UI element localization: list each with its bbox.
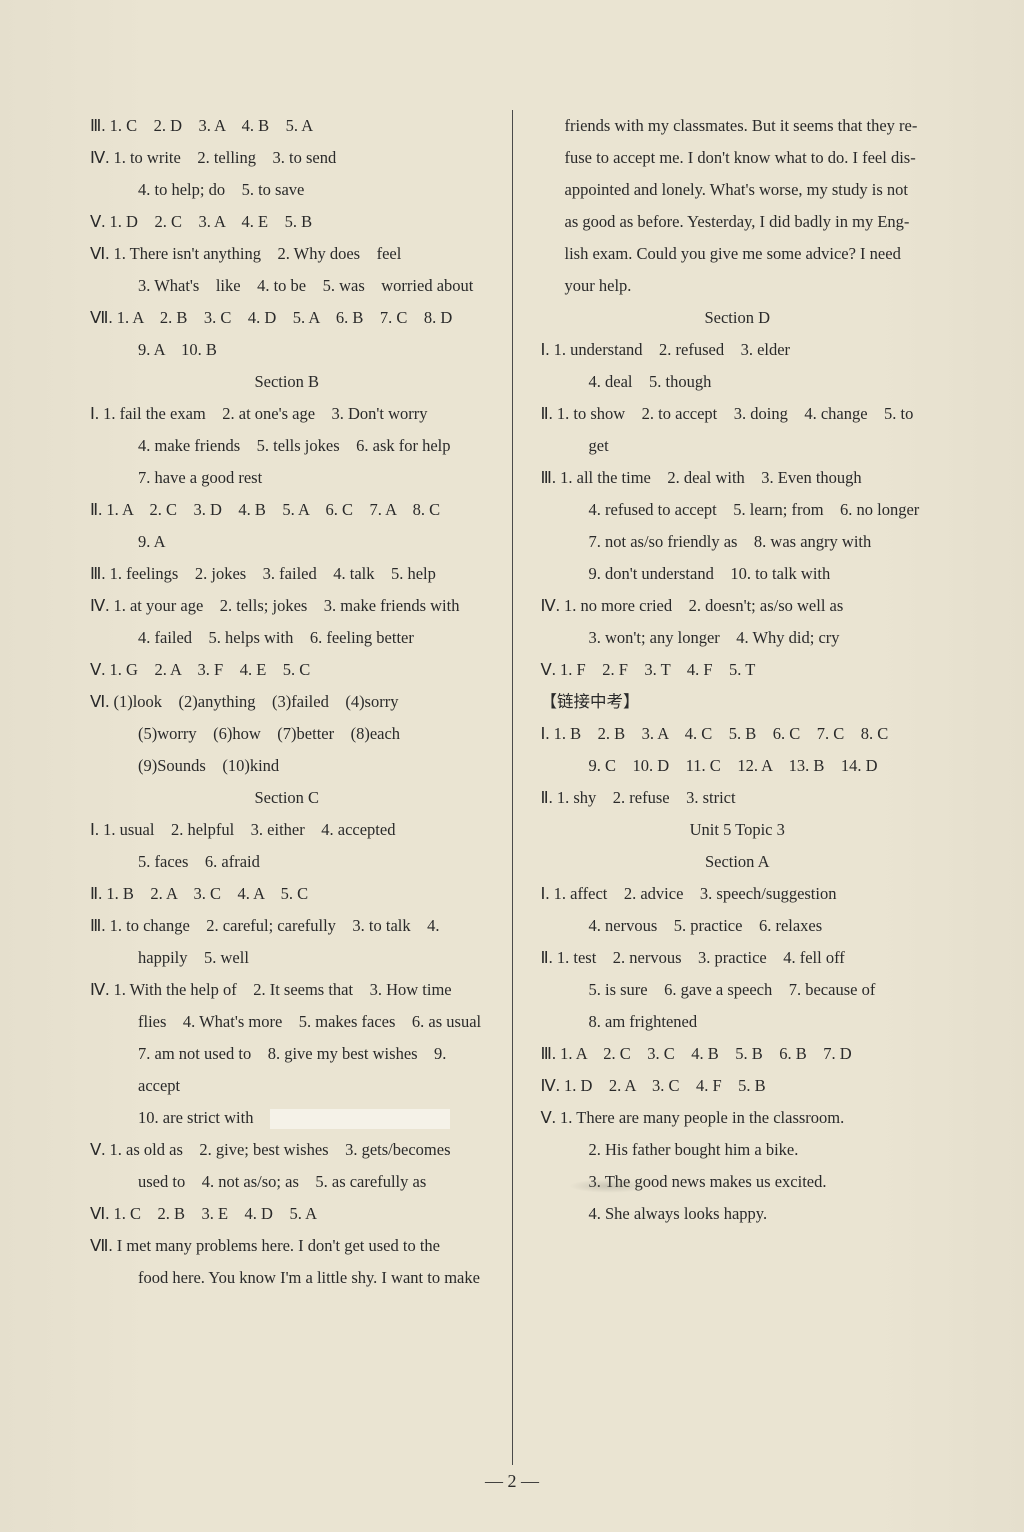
- columns: Ⅲ. 1. C 2. D 3. A 4. B 5. AⅣ. 1. to writ…: [90, 110, 934, 1465]
- text-line: flies 4. What's more 5. makes faces 6. a…: [90, 1006, 484, 1038]
- text-line: Ⅰ. 1. fail the exam 2. at one's age 3. D…: [90, 398, 484, 430]
- text-line: 【链接中考】: [541, 686, 935, 718]
- text-line: Section A: [541, 846, 935, 878]
- text-line: Ⅱ. 1. test 2. nervous 3. practice 4. fel…: [541, 942, 935, 974]
- column-divider: [512, 110, 513, 1465]
- text-line: (9)Sounds (10)kind: [90, 750, 484, 782]
- text-line: 2. His father bought him a bike.: [541, 1134, 935, 1166]
- text-line: 4. nervous 5. practice 6. relaxes: [541, 910, 935, 942]
- text-line: 4. to help; do 5. to save: [90, 174, 484, 206]
- text-line: 9. C 10. D 11. C 12. A 13. B 14. D: [541, 750, 935, 782]
- text-line: 4. deal 5. though: [541, 366, 935, 398]
- text-line: Ⅶ. 1. A 2. B 3. C 4. D 5. A 6. B 7. C 8.…: [90, 302, 484, 334]
- text-line: Ⅴ. 1. There are many people in the class…: [541, 1102, 935, 1134]
- text-line: Ⅴ. 1. F 2. F 3. T 4. F 5. T: [541, 654, 935, 686]
- text-line: 3. The good news makes us excited.: [541, 1166, 935, 1198]
- text-line: Ⅵ. (1)look (2)anything (3)failed (4)sorr…: [90, 686, 484, 718]
- text-line: 7. not as/so friendly as 8. was angry wi…: [541, 526, 935, 558]
- text-line: Section D: [541, 302, 935, 334]
- text-line: used to 4. not as/so; as 5. as carefully…: [90, 1166, 484, 1198]
- text-line: Ⅴ. 1. G 2. A 3. F 4. E 5. C: [90, 654, 484, 686]
- page: Ⅲ. 1. C 2. D 3. A 4. B 5. AⅣ. 1. to writ…: [0, 0, 1024, 1532]
- text-line: friends with my classmates. But it seems…: [541, 110, 935, 142]
- text-line: 9. don't understand 10. to talk with: [541, 558, 935, 590]
- text-line: food here. You know I'm a little shy. I …: [90, 1262, 484, 1294]
- text-line: 8. am frightened: [541, 1006, 935, 1038]
- text-line: Ⅲ. 1. A 2. C 3. C 4. B 5. B 6. B 7. D: [541, 1038, 935, 1070]
- page-number: — 2 —: [90, 1465, 934, 1492]
- text-line: 9. A 10. B: [90, 334, 484, 366]
- text-line: 5. is sure 6. gave a speech 7. because o…: [541, 974, 935, 1006]
- text-line: Ⅲ. 1. to change 2. careful; carefully 3.…: [90, 910, 484, 942]
- text-line: 3. What's like 4. to be 5. was worried a…: [90, 270, 484, 302]
- text-line: Ⅳ. 1. to write 2. telling 3. to send: [90, 142, 484, 174]
- text-line: 3. won't; any longer 4. Why did; cry: [541, 622, 935, 654]
- text-line: Section C: [90, 782, 484, 814]
- text-line: Ⅰ. 1. B 2. B 3. A 4. C 5. B 6. C 7. C 8.…: [541, 718, 935, 750]
- text-line: Ⅰ. 1. usual 2. helpful 3. either 4. acce…: [90, 814, 484, 846]
- text-line: Ⅰ. 1. affect 2. advice 3. speech/suggest…: [541, 878, 935, 910]
- text-line: lish exam. Could you give me some advice…: [541, 238, 935, 270]
- text-line: Ⅶ. I met many problems here. I don't get…: [90, 1230, 484, 1262]
- text-line: 9. A: [90, 526, 484, 558]
- text-line: happily 5. well: [90, 942, 484, 974]
- text-line: Ⅳ. 1. at your age 2. tells; jokes 3. mak…: [90, 590, 484, 622]
- text-line: Ⅱ. 1. to show 2. to accept 3. doing 4. c…: [541, 398, 935, 430]
- text-line: Unit 5 Topic 3: [541, 814, 935, 846]
- text-line: 4. failed 5. helps with 6. feeling bette…: [90, 622, 484, 654]
- text-line: 10. are strict with: [90, 1102, 484, 1134]
- text-line: your help.: [541, 270, 935, 302]
- text-line: Ⅳ. 1. no more cried 2. doesn't; as/so we…: [541, 590, 935, 622]
- text-line: Ⅲ. 1. C 2. D 3. A 4. B 5. A: [90, 110, 484, 142]
- text-line: Ⅰ. 1. understand 2. refused 3. elder: [541, 334, 935, 366]
- text-line: 5. faces 6. afraid: [90, 846, 484, 878]
- text-line: appointed and lonely. What's worse, my s…: [541, 174, 935, 206]
- text-line: as good as before. Yesterday, I did badl…: [541, 206, 935, 238]
- text-line: 7. have a good rest: [90, 462, 484, 494]
- text-line: Ⅳ. 1. D 2. A 3. C 4. F 5. B: [541, 1070, 935, 1102]
- text-line: Ⅱ. 1. B 2. A 3. C 4. A 5. C: [90, 878, 484, 910]
- text-line: 7. am not used to 8. give my best wishes…: [90, 1038, 484, 1102]
- text-line: Ⅴ. 1. as old as 2. give; best wishes 3. …: [90, 1134, 484, 1166]
- text-line: 4. make friends 5. tells jokes 6. ask fo…: [90, 430, 484, 462]
- blank-box: [270, 1109, 450, 1129]
- text-line: Ⅴ. 1. D 2. C 3. A 4. E 5. B: [90, 206, 484, 238]
- text-line: Ⅲ. 1. all the time 2. deal with 3. Even …: [541, 462, 935, 494]
- text-line: Ⅱ. 1. shy 2. refuse 3. strict: [541, 782, 935, 814]
- text-line: Ⅲ. 1. feelings 2. jokes 3. failed 4. tal…: [90, 558, 484, 590]
- text-line: Ⅳ. 1. With the help of 2. It seems that …: [90, 974, 484, 1006]
- text-line: 4. She always looks happy.: [541, 1198, 935, 1230]
- left-column: Ⅲ. 1. C 2. D 3. A 4. B 5. AⅣ. 1. to writ…: [90, 110, 484, 1465]
- text-line: get: [541, 430, 935, 462]
- text-line: (5)worry (6)how (7)better (8)each: [90, 718, 484, 750]
- text-line: Ⅱ. 1. A 2. C 3. D 4. B 5. A 6. C 7. A 8.…: [90, 494, 484, 526]
- text-line: fuse to accept me. I don't know what to …: [541, 142, 935, 174]
- text-line: Ⅵ. 1. C 2. B 3. E 4. D 5. A: [90, 1198, 484, 1230]
- text-line: Ⅵ. 1. There isn't anything 2. Why does f…: [90, 238, 484, 270]
- right-column: friends with my classmates. But it seems…: [541, 110, 935, 1465]
- text-line: 4. refused to accept 5. learn; from 6. n…: [541, 494, 935, 526]
- text-line: Section B: [90, 366, 484, 398]
